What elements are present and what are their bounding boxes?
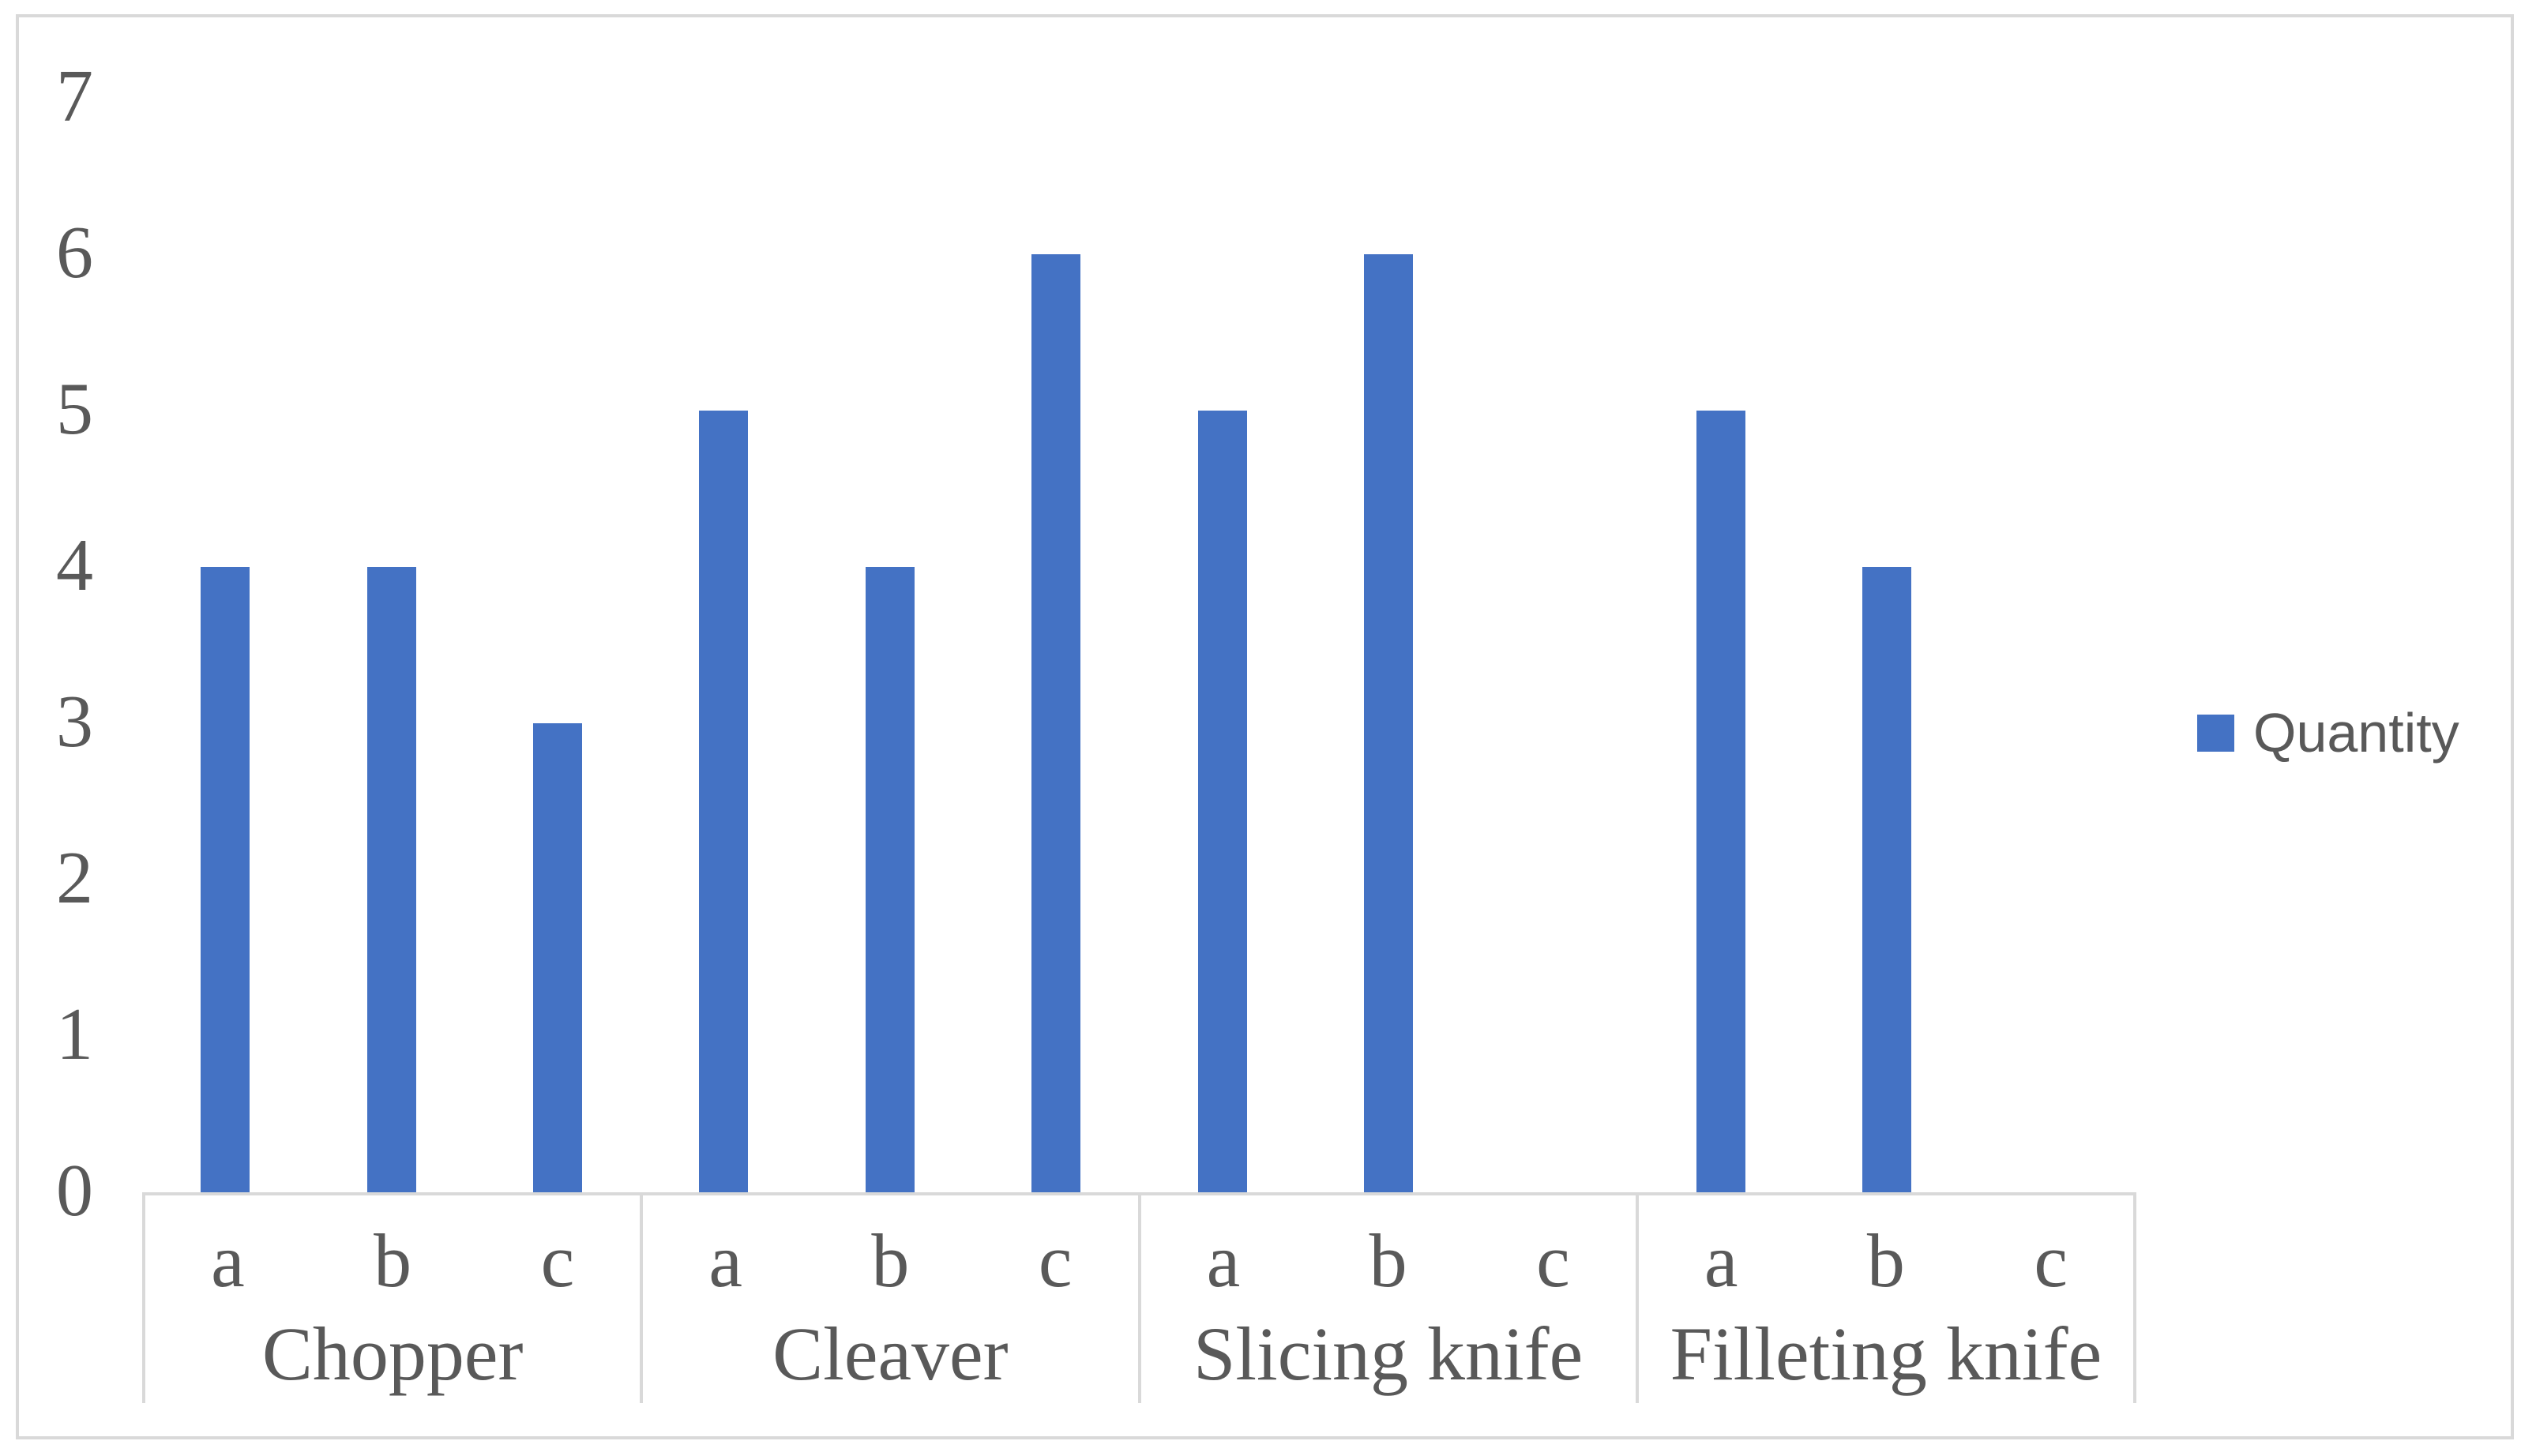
y-tick-label-4: 4 xyxy=(56,524,93,607)
y-tick-label-5: 5 xyxy=(56,368,93,451)
x-sublabel-cleaver-b: b xyxy=(871,1218,910,1304)
x-sublabel-slicing-knife-b: b xyxy=(1369,1218,1407,1304)
x-group-cleaver: a b c Cleaver xyxy=(640,1195,1137,1403)
bar-cleaver-b xyxy=(865,567,915,1192)
x-sublabel-slicing-knife-c: c xyxy=(1536,1218,1570,1304)
bar-slicing-knife-b xyxy=(1364,254,1414,1192)
x-sublabel-filleting-knife-c: c xyxy=(2034,1218,2068,1304)
y-tick-label-1: 1 xyxy=(56,993,93,1076)
legend-swatch-icon xyxy=(2197,714,2234,752)
x-subcategory-row: a b c xyxy=(1141,1195,1636,1316)
x-sublabel-filleting-knife-a: a xyxy=(1704,1218,1738,1304)
x-sublabel-slicing-knife-a: a xyxy=(1206,1218,1241,1304)
bar-slicing-knife-a xyxy=(1197,411,1247,1192)
bar-filleting-knife-b xyxy=(1862,567,1912,1192)
x-sublabel-cleaver-a: a xyxy=(708,1218,742,1304)
bar-chopper-a xyxy=(201,567,250,1192)
x-category-label-cleaver: Cleaver xyxy=(772,1311,1009,1396)
x-category-label-slicing-knife: Slicing knife xyxy=(1193,1311,1584,1396)
x-sublabel-filleting-knife-b: b xyxy=(1866,1218,1905,1304)
x-sublabel-cleaver-c: c xyxy=(1038,1218,1073,1304)
x-sublabel-chopper-a: a xyxy=(211,1218,245,1304)
x-subcategory-row: a b c xyxy=(643,1195,1137,1316)
y-tick-label-2: 2 xyxy=(56,837,93,920)
chart-figure-border xyxy=(16,14,2514,1439)
bar-chopper-b xyxy=(366,567,416,1192)
bar-chopper-c xyxy=(533,723,583,1192)
x-axis-category-band: a b c Chopper a b c Cleaver a b c Slicing knife a b c F… xyxy=(142,1192,2136,1403)
legend: Quantity xyxy=(2197,700,2459,766)
bar-filleting-knife-a xyxy=(1696,411,1745,1192)
y-tick-label-3: 3 xyxy=(56,681,93,764)
x-group-chopper: a b c Chopper xyxy=(142,1195,640,1403)
x-group-slicing-knife: a b c Slicing knife xyxy=(1137,1195,1636,1403)
x-category-label-filleting-knife: Filleting knife xyxy=(1670,1311,2102,1396)
x-sublabel-chopper-c: c xyxy=(540,1218,575,1304)
y-tick-label-0: 0 xyxy=(56,1150,93,1233)
x-sublabel-chopper-b: b xyxy=(374,1218,412,1304)
bar-cleaver-a xyxy=(699,411,749,1192)
x-subcategory-row: a b c xyxy=(145,1195,640,1316)
y-tick-label-7: 7 xyxy=(56,55,93,138)
x-subcategory-row: a b c xyxy=(1639,1195,2133,1316)
x-category-label-chopper: Chopper xyxy=(261,1311,524,1396)
x-group-filleting-knife: a b c Filleting knife xyxy=(1635,1195,2136,1403)
bar-cleaver-c xyxy=(1031,254,1081,1192)
legend-label: Quantity xyxy=(2253,702,2459,764)
y-tick-label-6: 6 xyxy=(56,212,93,295)
